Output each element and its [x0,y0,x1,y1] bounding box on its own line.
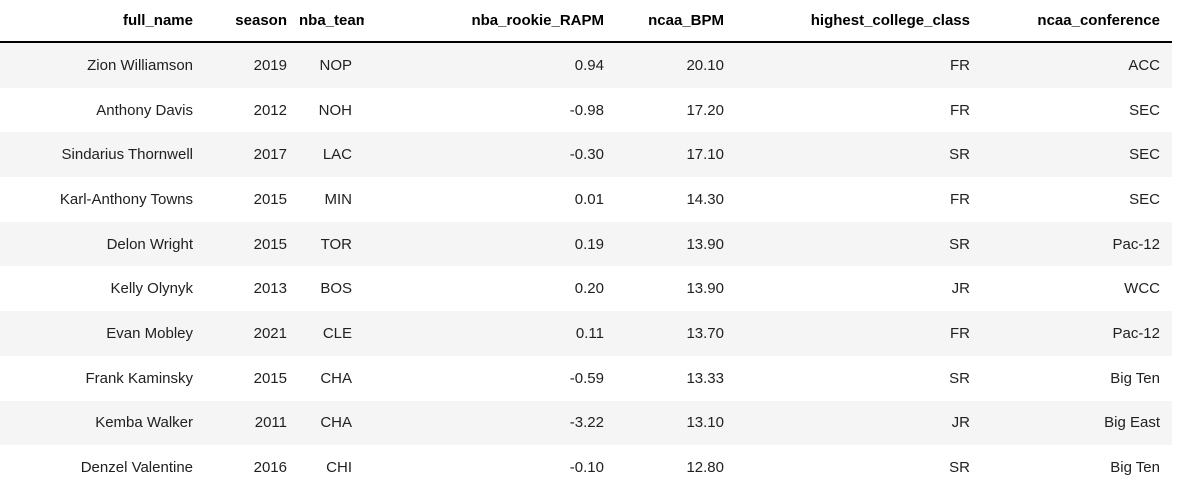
cell-ncaa-conference: SEC [1129,101,1160,119]
cell-nba-rookie-rapm: -3.22 [569,414,604,432]
table-row: Anthony Davis 2012 NOH -0.98 17.20 FR SE… [0,87,1172,133]
cell-nba-team: NOH [318,101,352,119]
cell-full-name: Karl-Anthony Towns [59,190,193,208]
table-row: Evan Mobley 2021 CLE 0.11 13.70 FR Pac-1… [0,311,1172,356]
cell-nba-rookie-rapm: -0.10 [569,459,604,477]
cell-highest-college-class: SR [949,146,970,164]
cell-highest-college-class: JR [951,280,970,298]
cell-nba-team: BOS [320,280,352,298]
cell-nba-rookie-rapm: -0.98 [569,101,604,119]
cell-full-name: Kelly Olynyk [110,280,193,298]
cell-full-name: Kemba Walker [95,414,193,432]
cell-ncaa-conference: Big Ten [1110,459,1160,477]
cell-highest-college-class: SR [949,235,970,253]
cell-season: 2011 [254,414,287,432]
cell-full-name: Zion Williamson [87,56,193,74]
cell-nba-team: CHA [320,369,352,387]
cell-highest-college-class: FR [950,324,970,342]
cell-season: 2016 [253,459,287,477]
column-header-season: season [205,0,299,43]
cell-ncaa-conference: ACC [1128,56,1160,74]
cell-nba-rookie-rapm: 0.01 [574,190,604,208]
cell-ncaa-bpm: 17.10 [686,146,724,164]
cell-season: 2015 [253,190,287,208]
cell-ncaa-bpm: 12.80 [686,459,724,477]
cell-nba-rookie-rapm: 0.20 [574,280,604,298]
cell-nba-team: LAC [322,146,352,164]
table-header: full_name season nba_team nba_rookie_RAP… [0,0,1172,43]
cell-highest-college-class: SR [949,459,970,477]
cell-ncaa-bpm: 17.20 [686,101,724,119]
cell-season: 2013 [253,280,287,298]
table-body: Zion Williamson 2019 NOP 0.94 20.10 FR A… [0,42,1172,490]
cell-ncaa-bpm: 13.90 [686,235,724,253]
column-header-full-name: full_name [0,0,205,43]
column-header-nba-rookie-rapm: nba_rookie_RAPM [364,0,616,43]
cell-full-name: Evan Mobley [106,324,193,342]
cell-ncaa-bpm: 13.10 [686,414,724,432]
cell-highest-college-class: JR [951,414,970,432]
cell-nba-team: TOR [320,235,352,253]
column-header-ncaa-conference: ncaa_conference [982,0,1172,43]
header-row: full_name season nba_team nba_rookie_RAP… [0,0,1172,43]
table-row: Kelly Olynyk 2013 BOS 0.20 13.90 JR WCC [0,266,1172,312]
cell-ncaa-conference: Big East [1104,414,1160,432]
cell-nba-rookie-rapm: -0.59 [569,369,604,387]
cell-nba-team: CHA [320,414,352,432]
cell-full-name: Delon Wright [106,235,193,253]
cell-season: 2017 [253,146,287,164]
cell-full-name: Anthony Davis [96,101,193,119]
table-row: Denzel Valentine 2016 CHI -0.10 12.80 SR… [0,445,1172,490]
cell-nba-rookie-rapm: 0.19 [574,235,604,253]
table-row: Sindarius Thornwell 2017 LAC -0.30 17.10… [0,132,1172,178]
cell-nba-team: NOP [319,56,352,74]
cell-highest-college-class: FR [950,56,970,74]
cell-ncaa-bpm: 13.90 [686,280,724,298]
cell-ncaa-conference: Pac-12 [1112,324,1160,342]
cell-ncaa-conference: Big Ten [1110,369,1160,387]
cell-season: 2012 [253,101,287,119]
table-row: Karl-Anthony Towns 2015 MIN 0.01 14.30 F… [0,177,1172,222]
cell-ncaa-conference: Pac-12 [1112,235,1160,253]
cell-full-name: Frank Kaminsky [85,369,193,387]
cell-ncaa-conference: SEC [1129,146,1160,164]
table-row: Zion Williamson 2019 NOP 0.94 20.10 FR A… [0,42,1172,88]
cell-full-name: Sindarius Thornwell [61,146,193,164]
table-row: Frank Kaminsky 2015 CHA -0.59 13.33 SR B… [0,355,1172,401]
table-row: Kemba Walker 2011 CHA -3.22 13.10 JR Big… [0,400,1172,446]
cell-full-name: Denzel Valentine [80,459,193,477]
cell-nba-rookie-rapm: 0.94 [574,56,604,74]
cell-highest-college-class: FR [950,190,970,208]
column-header-nba-team: nba_team [299,0,364,43]
cell-ncaa-bpm: 14.30 [686,190,724,208]
cell-nba-rookie-rapm: -0.30 [569,146,604,164]
table-row: Delon Wright 2015 TOR 0.19 13.90 SR Pac-… [0,221,1172,267]
cell-ncaa-conference: WCC [1124,280,1160,298]
cell-season: 2019 [253,56,287,74]
cell-season: 2021 [253,324,287,342]
cell-nba-team: CLE [322,324,352,342]
cell-highest-college-class: SR [949,369,970,387]
cell-season: 2015 [253,235,287,253]
column-header-ncaa-bpm: ncaa_BPM [616,0,736,43]
column-header-highest-college-class: highest_college_class [736,0,982,43]
cell-ncaa-bpm: 13.70 [686,324,724,342]
cell-ncaa-conference: SEC [1129,190,1160,208]
cell-highest-college-class: FR [950,101,970,119]
cell-season: 2015 [253,369,287,387]
cell-nba-rookie-rapm: 0.11 [575,324,604,342]
cell-ncaa-bpm: 13.33 [686,369,724,387]
cell-nba-team: CHI [326,459,352,477]
cell-ncaa-bpm: 20.10 [686,56,724,74]
cell-nba-team: MIN [324,190,353,208]
